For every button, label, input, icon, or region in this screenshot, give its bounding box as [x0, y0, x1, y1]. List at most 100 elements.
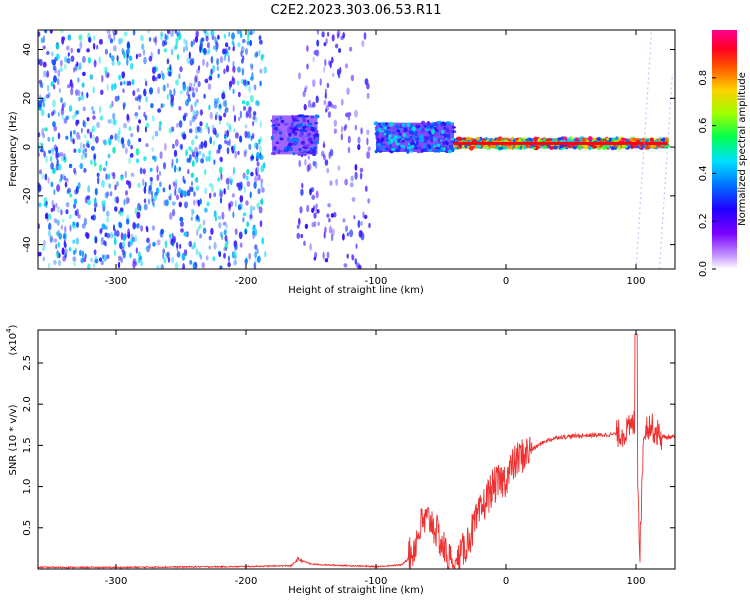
- heatmap-cell: [354, 258, 357, 265]
- heatmap-cell: [575, 137, 579, 142]
- heatmap-cell: [353, 215, 356, 220]
- heatmap-cell: [189, 260, 193, 265]
- heatmap-cell: [249, 30, 253, 36]
- heatmap-cell: [147, 30, 150, 34]
- heatmap-cell: [124, 170, 127, 179]
- heatmap-cell: [132, 90, 136, 97]
- heatmap-cell: [432, 137, 437, 142]
- heatmap-cell: [203, 140, 208, 149]
- heatmap-cell: [107, 153, 111, 159]
- heatmap-cell: [151, 198, 155, 206]
- heatmap-cell: [196, 185, 199, 192]
- heatmap-cell: [64, 248, 68, 255]
- heatmap-cell: [134, 261, 138, 266]
- heatmap-cell: [145, 225, 148, 231]
- heatmap-cell: [375, 135, 379, 140]
- heatmap-cell: [385, 139, 390, 142]
- heatmap-cell: [251, 226, 256, 232]
- heatmap-cell: [158, 120, 162, 127]
- heatmap-cell: [198, 150, 202, 156]
- heatmap-cell: [53, 218, 58, 224]
- heatmap-cell: [65, 177, 69, 183]
- heatmap-cell: [72, 221, 76, 226]
- heatmap-cell: [168, 71, 172, 77]
- heatmap-cell: [367, 146, 371, 152]
- heatmap-cell: [292, 127, 297, 131]
- heatmap-cell: [232, 104, 235, 113]
- heatmap-cell: [74, 189, 78, 195]
- heatmap-cell: [153, 155, 157, 162]
- heatmap-cell: [311, 222, 314, 228]
- heatmap-core: [454, 141, 669, 145]
- heatmap-cell: [149, 176, 153, 182]
- heatmap-cell: [253, 181, 257, 189]
- heatmap-cell: [83, 257, 87, 263]
- heatmap-cell: [227, 262, 231, 268]
- heatmap-cell: [264, 250, 267, 258]
- heatmap-cell: [388, 124, 393, 127]
- heatmap-cell: [462, 137, 467, 141]
- heatmap-cell: [517, 144, 521, 149]
- heatmap-cell: [234, 200, 237, 208]
- heatmap-cell: [207, 83, 212, 90]
- heatmap-cell: [326, 82, 330, 88]
- heatmap-cell: [551, 139, 556, 142]
- heatmap-cell: [73, 129, 76, 135]
- heatmap-cell: [100, 89, 104, 96]
- heatmap-cell: [206, 42, 210, 49]
- heatmap-cell: [195, 248, 199, 256]
- heatmap-cell: [112, 172, 116, 180]
- heatmap-cell: [248, 85, 252, 94]
- heatmap-cell: [213, 192, 217, 198]
- heatmap-cell: [183, 38, 186, 44]
- heatmap-cell: [330, 213, 334, 218]
- heatmap-cell: [92, 262, 96, 268]
- heatmap-cell: [276, 129, 282, 132]
- heatmap-cell: [239, 110, 242, 119]
- heatmap-cell: [300, 140, 305, 145]
- heatmap-cell: [158, 171, 162, 176]
- heatmap-cell: [163, 257, 167, 264]
- heatmap-cell: [89, 74, 94, 80]
- heatmap-cell: [482, 144, 486, 149]
- heatmap-cell: [210, 184, 215, 192]
- heatmap-cell: [218, 114, 221, 121]
- heatmap-cell: [314, 122, 319, 125]
- heatmap-cell: [53, 125, 57, 132]
- heatmap-cell: [256, 161, 260, 167]
- heatmap-cell: [383, 126, 387, 130]
- heatmap-cell: [344, 225, 349, 232]
- heatmap-cell: [123, 198, 126, 206]
- heatmap-cell: [260, 154, 264, 160]
- heatmap-cell: [347, 135, 351, 144]
- heatmap-cell: [401, 122, 406, 128]
- heatmap-cell: [175, 37, 179, 44]
- heatmap-cell: [237, 42, 241, 48]
- heatmap-cell: [258, 206, 263, 214]
- heatmap-cell: [87, 143, 90, 149]
- heatmap-cell: [263, 66, 267, 74]
- heatmap-cell: [110, 118, 113, 125]
- heatmap-cell: [645, 138, 649, 143]
- heatmap-cell: [234, 228, 238, 236]
- heatmap-cell: [129, 252, 132, 259]
- heatmap-cell: [324, 88, 327, 93]
- heatmap-cell: [320, 150, 325, 157]
- heatmap-cell: [297, 125, 302, 128]
- heatmap-cell: [92, 214, 96, 221]
- heatmap-cell: [213, 210, 217, 218]
- heatmap-cell: [166, 83, 169, 88]
- heatmap-cell: [623, 145, 628, 149]
- heatmap-cell: [66, 57, 71, 64]
- heatmap-cell: [149, 87, 153, 95]
- heatmap-cell: [262, 162, 265, 169]
- heatmap-cell: [232, 211, 235, 219]
- heatmap-cell: [103, 139, 107, 146]
- heatmap-cell: [213, 159, 216, 165]
- heatmap-cell: [168, 233, 172, 239]
- heatmap-cell: [273, 119, 279, 124]
- heatmap-cell: [77, 77, 80, 83]
- heatmap-cell: [339, 66, 342, 75]
- heatmap-cell: [306, 151, 310, 154]
- heatmap-cell: [253, 84, 257, 91]
